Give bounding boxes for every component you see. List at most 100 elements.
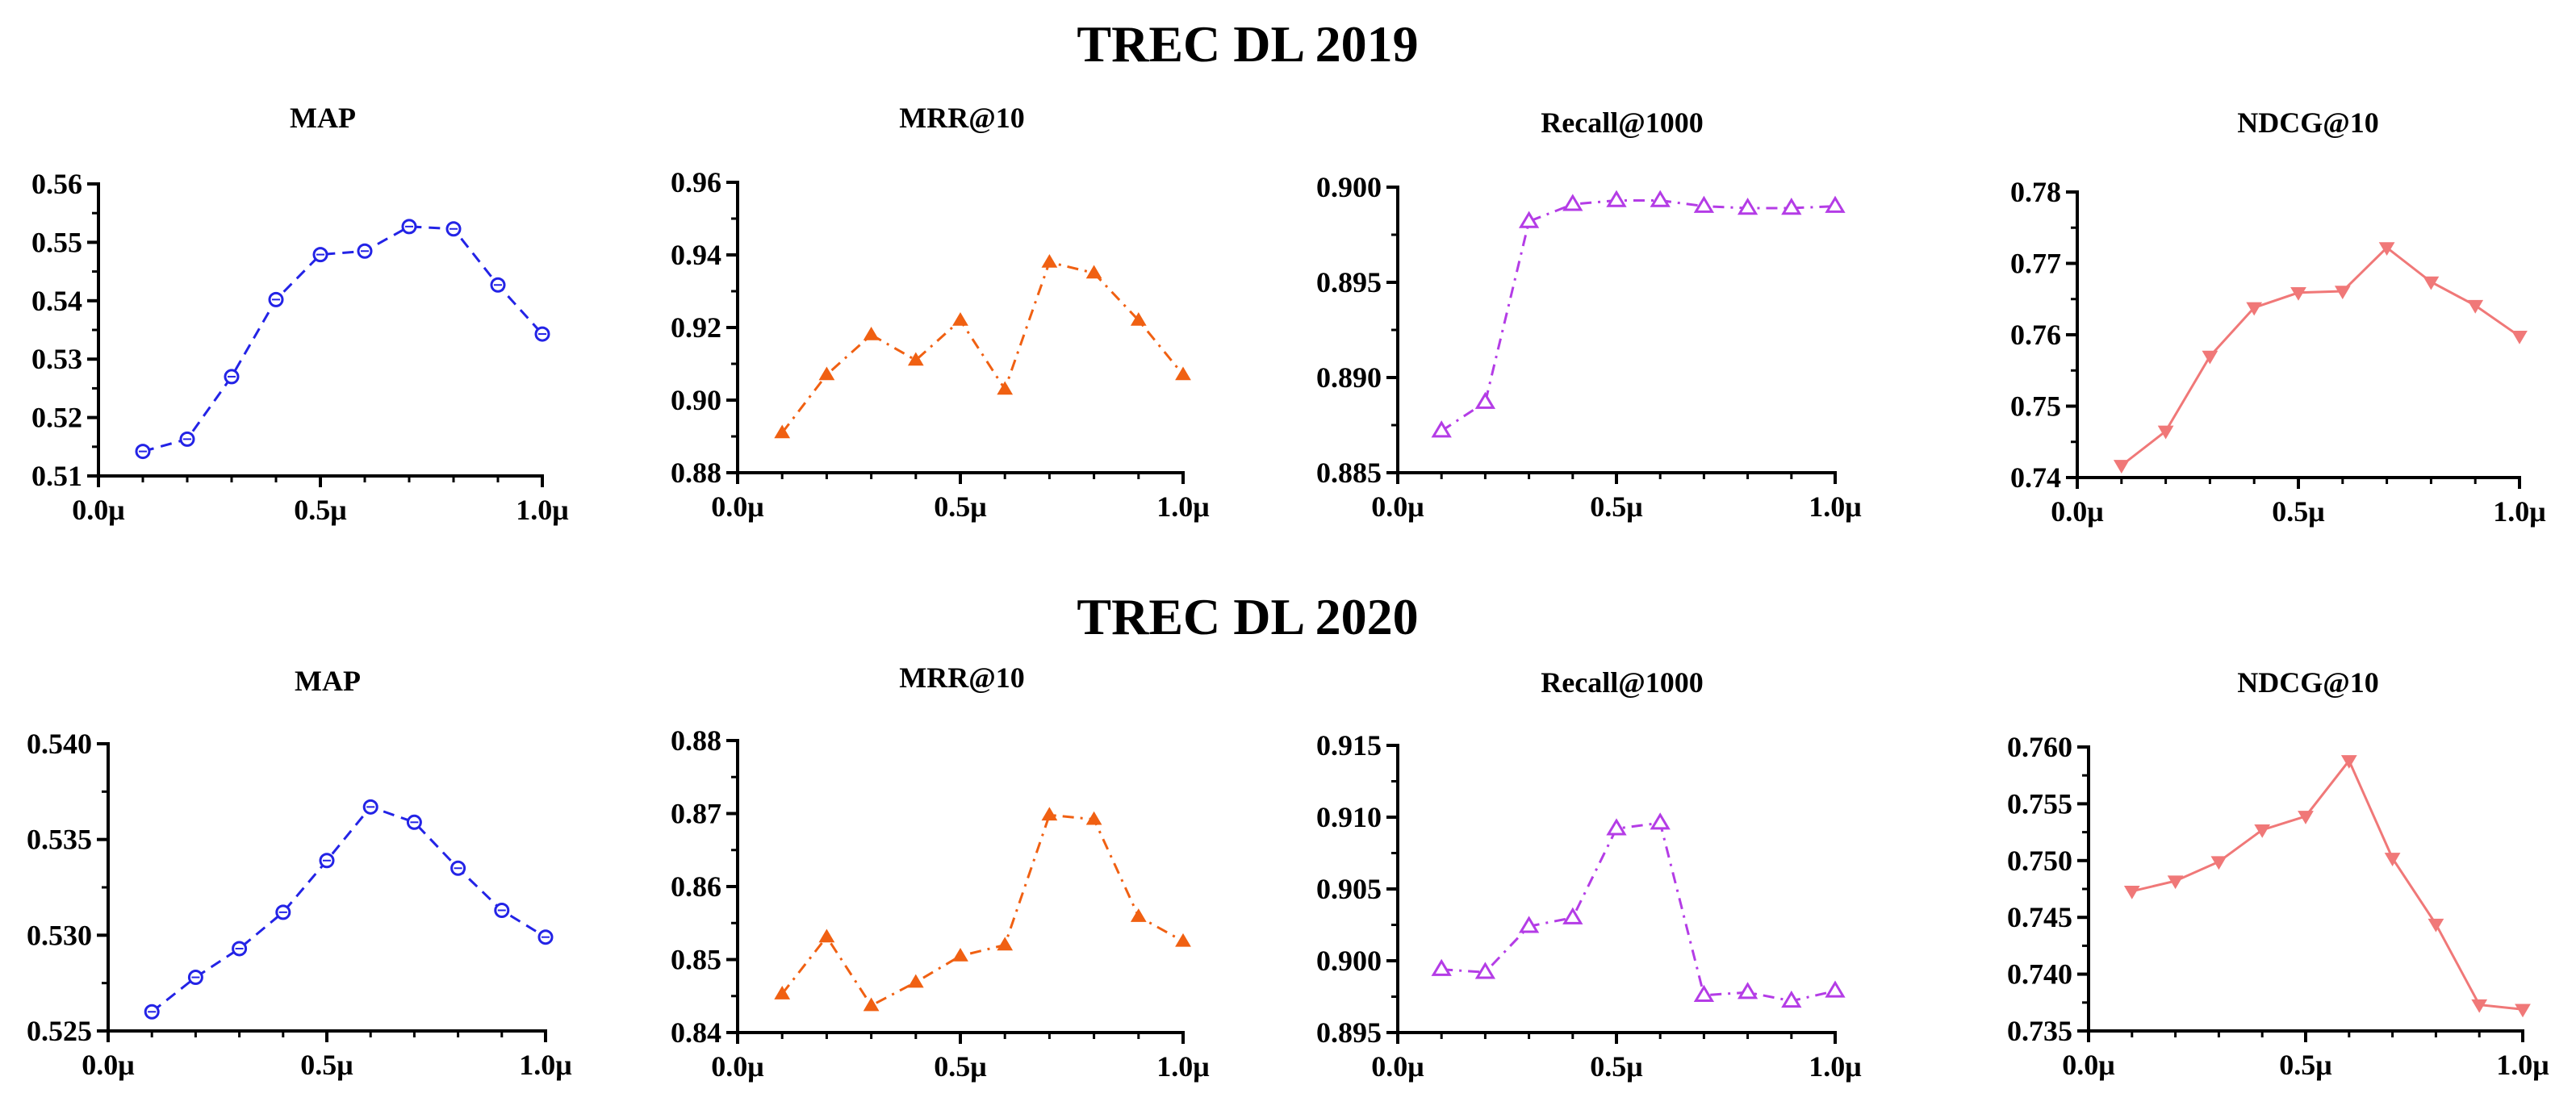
x-tick-label: 0.5μ (2272, 495, 2324, 528)
y-tick-label: 0.76 (2010, 319, 2061, 351)
data-point (1606, 818, 1627, 836)
series-line (2120, 246, 2520, 467)
chart-title: Recall@1000 (1541, 666, 1703, 699)
data-point (907, 974, 924, 988)
data-point (2254, 824, 2271, 838)
data-point (1825, 980, 1846, 998)
chart-title: Recall@1000 (1541, 106, 1703, 139)
data-point (997, 937, 1014, 951)
y-tick-label: 0.84 (671, 1016, 721, 1049)
y-tick-label: 0.52 (31, 402, 82, 434)
data-point (2334, 286, 2351, 300)
chart-title: NDCG@10 (2237, 106, 2378, 139)
data-point (952, 312, 968, 326)
x-tick-label: 1.0μ (519, 1049, 571, 1081)
data-point (2167, 875, 2184, 890)
y-tick-label: 0.87 (671, 798, 721, 830)
data-point (818, 366, 835, 381)
x-tick-label: 0.5μ (934, 490, 986, 523)
data-point (1693, 195, 1715, 213)
y-tick-label: 0.760 (2007, 731, 2072, 763)
y-tick-label: 0.56 (31, 168, 82, 200)
y-tick-label: 0.900 (1316, 171, 1382, 203)
data-point (2210, 856, 2227, 870)
series-line (1441, 199, 1836, 432)
y-tick-label: 0.890 (1316, 361, 1382, 394)
x-tick-label: 1.0μ (2496, 1049, 2549, 1081)
x-tick-label: 0.0μ (1371, 490, 1424, 523)
data-point (2246, 302, 2263, 316)
series-line (781, 261, 1185, 434)
data-point (952, 947, 968, 962)
data-point (1175, 366, 1191, 381)
data-point (1085, 811, 1102, 825)
chart-title: MAP (295, 665, 361, 697)
chart-title: MRR@10 (899, 661, 1024, 694)
data-point (2511, 330, 2528, 344)
x-tick-label: 0.0μ (72, 494, 124, 526)
y-tick-label: 0.750 (2007, 845, 2072, 877)
x-tick-label: 1.0μ (1809, 490, 1861, 523)
data-point (863, 997, 880, 1012)
y-tick-label: 0.745 (2007, 901, 2072, 933)
chart-panel-4: MAP 0.525 0.530 0.535 0.540 0.0μ 0.5μ 1.0μ (27, 665, 572, 1081)
y-tick-label: 0.94 (671, 239, 721, 271)
chart-panel-7: NDCG@10 0.735 0.740 0.745 0.750 0.755 0.760 0.0… (2007, 666, 2549, 1081)
data-point (2471, 999, 2488, 1013)
y-tick-label: 0.88 (671, 457, 721, 489)
data-point (1041, 807, 1058, 821)
y-tick-label: 0.74 (2010, 461, 2061, 494)
y-tick-label: 0.86 (671, 870, 721, 903)
data-point (818, 928, 835, 943)
x-tick-label: 1.0μ (1156, 1050, 1209, 1083)
y-tick-label: 0.77 (2010, 248, 2061, 280)
chart-panel-5: MRR@10 0.84 0.85 0.86 0.87 0.88 0.0μ 0.5μ 1.0μ (671, 661, 1210, 1083)
data-point (1825, 195, 1846, 213)
data-point (1781, 990, 1802, 1008)
y-tick-label: 0.740 (2007, 958, 2072, 991)
data-point (2298, 811, 2314, 824)
y-tick-label: 0.530 (27, 919, 92, 951)
data-point (1518, 916, 1540, 933)
chart-panel-6: Recall@1000 0.895 0.900 0.905 0.910 0.915 0.0μ… (1316, 666, 1862, 1083)
chart-panel-1: MRR@10 0.88 0.90 0.92 0.94 0.96 0.0μ 0.5μ 1.0μ (671, 102, 1210, 523)
y-tick-label: 0.900 (1316, 945, 1382, 977)
data-point (1518, 211, 1540, 228)
data-point (1431, 958, 1452, 976)
y-tick-label: 0.540 (27, 728, 92, 760)
data-point (1130, 908, 1147, 922)
data-point (1650, 812, 1671, 830)
group-title-2020: TREC DL 2020 (1077, 588, 1418, 645)
x-tick-label: 0.5μ (1590, 490, 1642, 523)
series-line (781, 813, 1184, 1008)
x-tick-label: 1.0μ (516, 494, 568, 526)
x-tick-label: 0.0μ (2051, 495, 2103, 528)
x-tick-label: 0.0μ (82, 1049, 134, 1081)
y-tick-label: 0.895 (1316, 266, 1382, 298)
y-tick-label: 0.525 (27, 1015, 92, 1047)
data-point (1130, 312, 1147, 326)
x-tick-label: 1.0μ (1809, 1050, 1861, 1083)
data-point (2113, 460, 2130, 474)
data-point (2384, 853, 2401, 866)
series-line (1441, 821, 1836, 1003)
y-tick-label: 0.51 (31, 460, 82, 492)
data-point (1474, 391, 1496, 409)
chart-panel-3: NDCG@10 0.74 0.75 0.76 0.77 0.78 0.0μ 0.5μ 1.0μ (2010, 106, 2546, 528)
data-point (2123, 886, 2140, 899)
x-tick-label: 0.5μ (934, 1050, 986, 1083)
data-point (907, 352, 924, 366)
data-point (1431, 420, 1452, 438)
data-point (2202, 350, 2218, 365)
y-tick-label: 0.85 (671, 944, 721, 976)
data-point (1781, 198, 1802, 215)
data-point (1737, 198, 1758, 215)
x-tick-label: 1.0μ (1156, 490, 1209, 523)
data-point (1606, 190, 1627, 207)
chart-panel-0: MAP 0.51 0.52 0.53 0.54 0.55 0.56 0.0μ 0.5μ 1.0μ (31, 102, 569, 526)
data-point (2467, 299, 2484, 314)
y-tick-label: 0.905 (1316, 873, 1382, 905)
data-point (997, 381, 1014, 395)
data-point (1693, 984, 1715, 1002)
